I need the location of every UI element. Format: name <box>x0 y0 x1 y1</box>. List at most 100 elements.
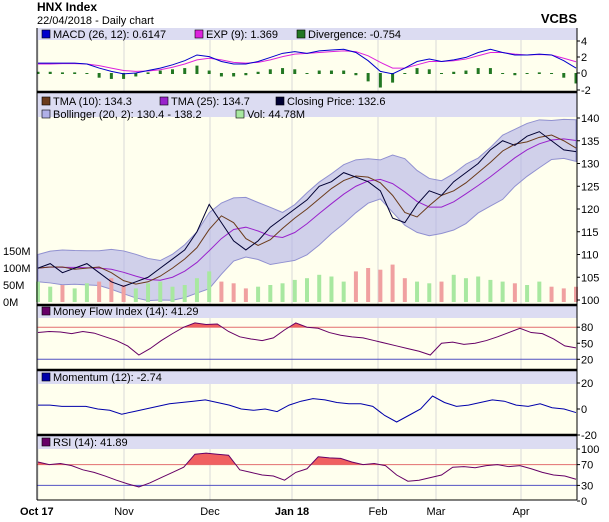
volume-bar <box>439 281 444 302</box>
mfi-line <box>37 322 577 356</box>
volume-bar <box>243 288 248 302</box>
rsi-axis-tick: 70 <box>581 460 593 472</box>
volume-bar <box>353 271 358 302</box>
divergence-bar <box>476 68 480 74</box>
divergence-bar <box>427 69 431 74</box>
momentum-legend: Momentum (12): -2.74 <box>53 372 162 384</box>
momentum-axis-tick: 20 <box>581 378 593 390</box>
divergence-bar <box>317 70 321 74</box>
divergence-bar <box>537 72 541 74</box>
tma10-legend-swatch <box>41 96 51 106</box>
divergence-bar <box>513 73 517 76</box>
tma10-line <box>37 134 577 285</box>
mfi-axis-tick: 20 <box>581 354 593 366</box>
x-axis-tick-label: Dec <box>200 506 220 518</box>
volume-bar <box>488 279 493 302</box>
volume-bar <box>182 285 187 302</box>
volume-bar <box>329 276 334 302</box>
volume-bar <box>72 288 77 302</box>
bollinger-legend: Bollinger (20, 2): 130.4 - 138.2 <box>53 109 202 121</box>
divergence-bar <box>403 73 407 74</box>
divergence-bar <box>97 73 101 78</box>
price-axis-tick: 105 <box>581 272 599 284</box>
chart-title: HNX Index <box>37 0 97 14</box>
macd-axis-tick: -2 <box>581 85 591 97</box>
x-axis-tick-label: Nov <box>114 506 134 518</box>
volume-bar <box>109 278 114 302</box>
divergence-bar <box>464 70 468 74</box>
volume-bar <box>561 288 566 302</box>
divergence-bar <box>73 72 77 74</box>
divergence-bar <box>219 73 223 77</box>
divergence-bar <box>232 73 236 77</box>
closing-price-legend-swatch <box>275 96 285 106</box>
rsi-line <box>37 452 577 488</box>
rsi-legend-bg <box>37 436 577 449</box>
volume-bar <box>146 283 151 302</box>
volume-bar <box>378 269 383 302</box>
mfi-legend-swatch <box>41 306 51 316</box>
divergence-bar <box>60 72 64 74</box>
volume-bar <box>84 283 89 302</box>
price-axis-tick: 110 <box>581 250 599 262</box>
divergence-bar <box>391 73 395 83</box>
tma25-line <box>37 138 577 281</box>
divergence-bar <box>207 70 211 74</box>
rsi-fill <box>38 453 380 465</box>
divergence-bar <box>244 73 248 76</box>
divergence-bar <box>305 73 309 74</box>
volume-bar <box>48 286 53 302</box>
divergence-bar <box>281 68 285 74</box>
mfi-fill <box>183 322 307 328</box>
exp-legend: EXP (9): 1.369 <box>206 29 278 41</box>
divergence-bar <box>183 68 187 74</box>
mfi-legend-bg <box>37 305 577 318</box>
volume-bar <box>427 283 432 302</box>
divergence-bar <box>122 73 126 79</box>
volume-bar <box>500 281 505 302</box>
rsi-legend: RSI (14): 41.89 <box>53 437 128 449</box>
rsi-axis-tick: 100 <box>581 444 599 456</box>
divergence-bar <box>378 73 382 88</box>
volume-axis-tick: 50M <box>3 280 24 292</box>
volume-bar <box>158 281 163 302</box>
volume-bar <box>36 281 40 302</box>
tma10-legend: TMA (10): 134.3 <box>53 96 132 108</box>
x-axis-tick-label: Feb <box>369 506 388 518</box>
macd-legend-bg <box>37 28 577 40</box>
divergence-bar <box>256 71 260 74</box>
chart-subtitle: 22/04/2018 - Daily chart <box>37 15 154 27</box>
divergence-bar <box>146 72 150 74</box>
volume-axis-tick: 150M <box>3 246 31 258</box>
volume-bar <box>194 278 199 302</box>
divergence-bar <box>158 70 162 74</box>
volume-bar <box>463 278 468 302</box>
volume-bar <box>231 283 236 302</box>
price-axis-tick: 100 <box>581 295 599 307</box>
volume-bar <box>256 286 261 302</box>
x-axis-tick-label: Mar <box>427 506 446 518</box>
volume-bar <box>317 274 322 302</box>
divergence-bar <box>415 68 419 74</box>
volume-bar <box>549 286 554 302</box>
volume-bar <box>121 285 126 302</box>
divergence-bar <box>85 73 89 74</box>
divergence-bar <box>354 73 358 76</box>
macd-axis-tick: 2 <box>581 52 587 64</box>
x-axis-tick-label: Jan 18 <box>275 506 309 518</box>
mfi-legend: Money Flow Index (14): 41.29 <box>53 306 199 318</box>
volume-legend-swatch <box>235 109 245 119</box>
mfi-axis-tick: 50 <box>581 338 593 350</box>
divergence-bar <box>488 68 492 74</box>
volume-bar <box>305 278 309 302</box>
momentum-axis-tick: 0 <box>581 404 587 416</box>
tma25-legend: TMA (25): 134.7 <box>171 96 250 108</box>
volume-bar <box>574 286 578 302</box>
mfi-axis-tick: 80 <box>581 322 593 334</box>
macd-line <box>38 48 577 75</box>
volume-bar <box>415 281 420 302</box>
volume-bar <box>451 274 456 302</box>
divergence-legend-swatch <box>296 29 306 39</box>
